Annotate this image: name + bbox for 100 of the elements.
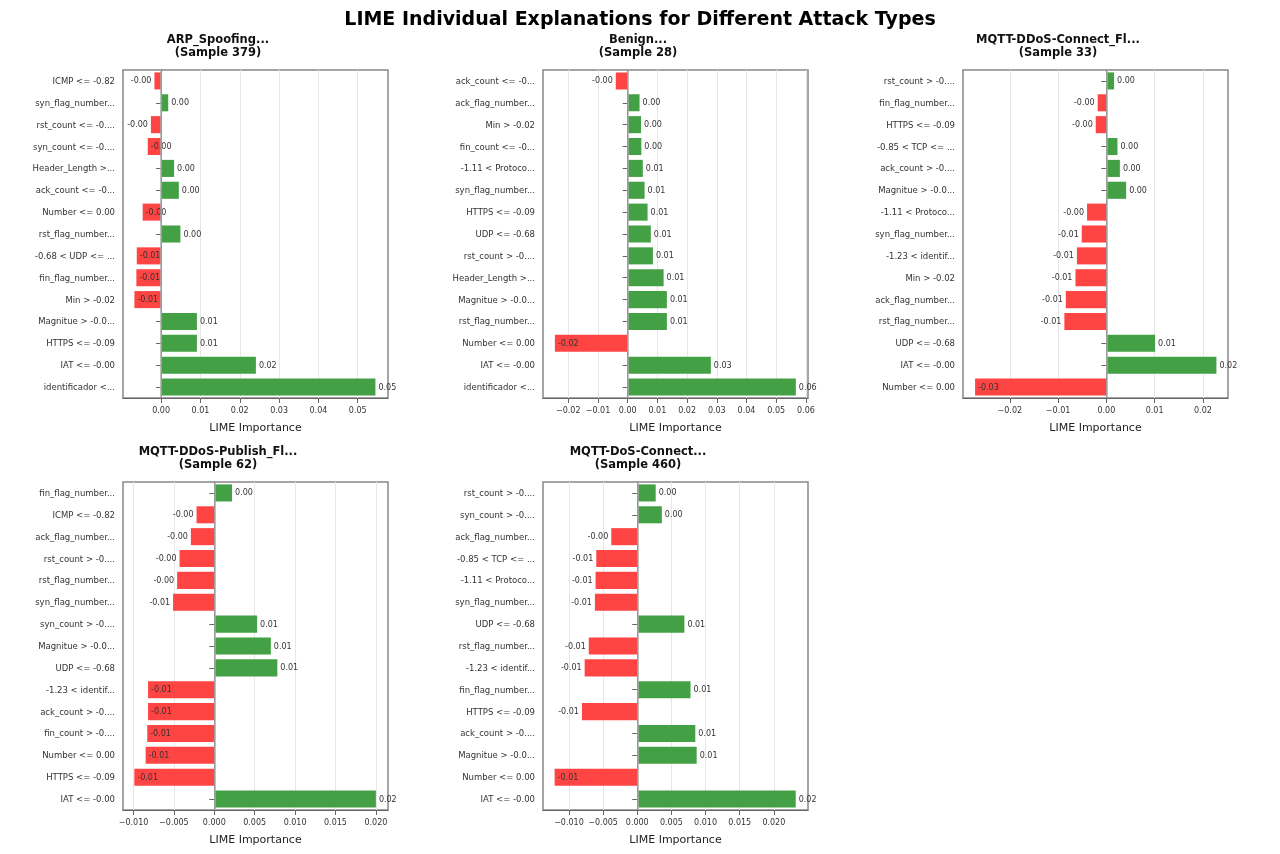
bar xyxy=(1095,116,1107,134)
x-tick-label: 0.020 xyxy=(364,817,388,827)
y-tick-label: Number <= 0.00 xyxy=(882,382,955,393)
y-tick-label: rst_count > -0.... xyxy=(463,250,535,261)
y-tick-label: UDP <= -0.68 xyxy=(895,338,955,349)
text: LIME Individual Explanations for Different Attack Types xyxy=(343,7,937,29)
y-tick-label: Magnitue > -0.0... xyxy=(458,750,535,761)
data-label: 0.00 xyxy=(1117,76,1135,86)
y-tick-label: -1.11 < Protoco... xyxy=(880,207,955,218)
x-tick-label: 0.04 xyxy=(737,405,756,415)
data-label: 0.01 xyxy=(199,316,218,326)
data-label: 0.05 xyxy=(378,382,397,392)
data-label: -0.00 xyxy=(592,76,613,86)
bar xyxy=(584,659,638,677)
data-label: 0.00 xyxy=(1120,142,1139,152)
y-tick-label: syn_flag_number... xyxy=(35,97,115,108)
data-label: 0.02 xyxy=(798,794,817,804)
chart-title: MQTT-DoS-Connect... xyxy=(569,444,707,458)
bar xyxy=(214,659,278,677)
data-label: -0.00 xyxy=(155,554,177,564)
data-label: 0.01 xyxy=(647,185,666,195)
data-label: 0.00 xyxy=(235,488,253,498)
x-tick-label: −0.005 xyxy=(588,817,618,827)
bar xyxy=(627,247,653,265)
y-tick-label: rst_flag_number... xyxy=(878,316,955,327)
data-label: -0.00 xyxy=(153,575,175,585)
data-label: 0.01 xyxy=(280,663,299,673)
chart-subtitle: (Sample 28) xyxy=(598,45,678,59)
x-tick-label: 0.015 xyxy=(324,817,347,827)
bar xyxy=(1065,291,1107,309)
y-tick-label: UDP <= -0.68 xyxy=(475,229,535,239)
data-label: -0.01 xyxy=(137,295,159,305)
data-label: -0.01 xyxy=(139,251,161,261)
data-label: -0.00 xyxy=(172,510,194,520)
bar xyxy=(611,528,638,546)
bar xyxy=(627,291,667,309)
x-tick-label: −0.010 xyxy=(118,817,149,827)
data-label: 0.00 xyxy=(171,98,190,108)
y-tick-label: rst_count > -0.... xyxy=(883,75,955,86)
y-tick-label: syn_count > -0.... xyxy=(460,509,535,520)
x-axis-title: LIME Importance xyxy=(209,833,302,846)
x-tick-label: 0.05 xyxy=(348,405,367,415)
bar xyxy=(627,94,640,112)
y-tick-label: ack_count <= -0... xyxy=(35,185,115,196)
x-tick-label: 0.01 xyxy=(648,405,667,415)
bar xyxy=(627,269,664,287)
bar xyxy=(615,72,628,90)
bar xyxy=(627,181,645,199)
data-label: 0.01 xyxy=(693,685,712,695)
y-tick-label: -1.11 < Protoco... xyxy=(460,575,535,586)
data-label: 0.01 xyxy=(698,728,717,738)
y-tick-label: IAT <= -0.00 xyxy=(480,794,535,805)
bar xyxy=(196,506,215,524)
y-tick-label: Min > -0.02 xyxy=(905,272,955,283)
y-tick-label: rst_count <= -0.... xyxy=(36,119,115,130)
x-tick-label: −0.01 xyxy=(585,405,611,415)
chart-subtitle: (Sample 460) xyxy=(594,457,682,471)
data-label: -0.00 xyxy=(150,142,172,152)
x-axis-title: LIME Importance xyxy=(629,421,722,434)
y-tick-label: ack_flag_number... xyxy=(455,531,535,542)
data-label: -0.01 xyxy=(1042,295,1063,305)
y-tick-label: identificador <... xyxy=(43,382,115,393)
y-tick-label: IAT <= -0.00 xyxy=(60,360,115,371)
data-label: -0.01 xyxy=(1040,316,1062,326)
y-tick-label: Number <= 0.00 xyxy=(462,338,535,349)
chart-subtitle: (Sample 379) xyxy=(174,45,262,59)
y-tick-label: IAT <= -0.00 xyxy=(480,360,535,371)
bar xyxy=(148,681,215,699)
chart-title: MQTT-DDoS-Connect_Fl... xyxy=(976,32,1140,47)
data-label: -0.01 xyxy=(565,641,586,651)
x-tick-label: 0.000 xyxy=(625,817,649,827)
bar xyxy=(627,312,667,330)
bar xyxy=(637,790,796,808)
bar xyxy=(596,550,638,568)
bar xyxy=(190,528,215,546)
y-tick-label: rst_flag_number... xyxy=(458,316,535,327)
data-label: 0.06 xyxy=(798,382,817,392)
y-tick-label: Number <= 0.00 xyxy=(42,207,115,218)
x-tick-label: 0.010 xyxy=(283,817,307,827)
data-label: 0.00 xyxy=(1129,185,1147,195)
bar xyxy=(637,615,685,633)
bar xyxy=(161,225,181,243)
bar xyxy=(134,768,215,786)
x-tick-label: −0.01 xyxy=(1045,405,1071,415)
bar xyxy=(554,768,638,786)
chart-subtitle: (Sample 62) xyxy=(178,457,258,471)
x-tick-label: 0.03 xyxy=(270,405,288,415)
y-tick-label: HTTPS <= -0.09 xyxy=(466,706,535,717)
x-tick-label: 0.00 xyxy=(618,405,637,415)
y-tick-label: HTTPS <= -0.09 xyxy=(886,119,955,130)
bar xyxy=(554,334,628,352)
data-label: -0.01 xyxy=(571,597,592,607)
data-label: -0.01 xyxy=(1058,229,1079,239)
y-tick-label: Min > -0.02 xyxy=(65,294,115,305)
bar xyxy=(627,159,643,177)
y-tick-label: -0.85 < TCP <= ... xyxy=(456,553,535,564)
y-tick-label: ack_count > -0.... xyxy=(460,728,535,739)
data-label: -0.01 xyxy=(149,597,171,607)
bar xyxy=(594,593,638,611)
y-tick-label: rst_flag_number... xyxy=(458,641,535,651)
